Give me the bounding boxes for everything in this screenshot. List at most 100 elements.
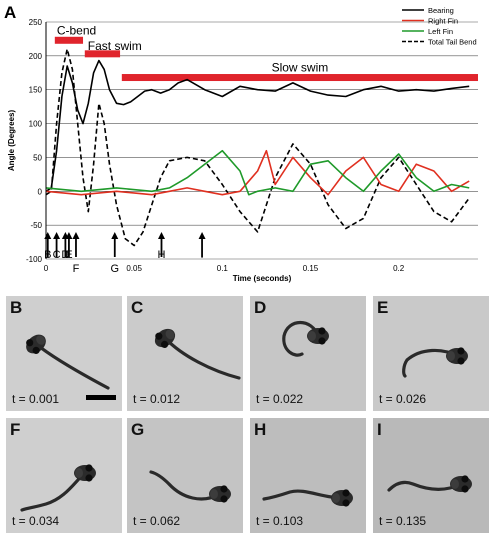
larva-tail <box>387 480 463 492</box>
marker-arrowhead <box>65 232 73 239</box>
frame-time: t = 0.062 <box>133 514 181 528</box>
scale-bar <box>86 395 116 400</box>
larva-head <box>209 485 231 503</box>
series-line-right-fin <box>45 149 470 196</box>
larva-eye <box>155 332 163 340</box>
larva-trunk <box>165 329 175 340</box>
y-tick-label: 0 <box>38 187 43 196</box>
x-tick-label: 0.05 <box>126 264 142 273</box>
marker-arrowhead <box>157 232 165 239</box>
larva-trunk <box>36 335 46 345</box>
legend-label: Right Fin <box>428 17 458 26</box>
frame-label: C <box>131 298 144 317</box>
series-line-bearing <box>45 59 470 192</box>
x-tick-label: 0.15 <box>303 264 319 273</box>
larva-eye <box>160 340 169 348</box>
larva-eye <box>318 337 326 345</box>
x-tick-label: 0.1 <box>217 264 229 273</box>
larva-tail <box>163 336 241 380</box>
larva-eye <box>457 357 465 365</box>
larva-eye <box>32 346 40 355</box>
x-tick-label: 0.2 <box>393 264 405 273</box>
marker-arrowhead <box>198 232 206 239</box>
frame-label: D <box>254 298 267 317</box>
larva-trunk <box>451 479 459 489</box>
larva-trunk <box>75 468 83 478</box>
larva-eye <box>461 475 469 483</box>
frame-label: B <box>10 298 23 317</box>
larva-eye <box>318 327 326 335</box>
phase-label: Slow swim <box>272 61 329 75</box>
larva-trunk <box>210 489 218 499</box>
frame-time: t = 0.012 <box>133 392 181 406</box>
larva-image <box>154 328 241 380</box>
chart-series <box>45 48 470 247</box>
larva-tail <box>34 342 110 390</box>
frame-label: H <box>254 420 267 439</box>
larva-image <box>262 489 353 507</box>
larva-tail <box>20 471 87 512</box>
larva-trunk <box>447 351 455 361</box>
larva-image <box>402 347 468 378</box>
marker-label: B <box>44 249 51 261</box>
marker-label: G <box>110 263 119 275</box>
larva-image <box>26 334 116 400</box>
larva-eye <box>457 347 465 355</box>
larva-image <box>20 464 96 512</box>
larva-tail <box>282 320 320 357</box>
phase-label: C-bend <box>57 23 96 37</box>
phase-bars: C-bend Fast swim Slow swim <box>54 23 479 82</box>
frame-label: E <box>377 298 389 317</box>
larva-head <box>307 327 329 345</box>
frame-markers: B C DEF G H I <box>44 232 206 275</box>
x-tick-label: 0 <box>44 264 49 273</box>
chart-grid <box>46 21 478 260</box>
marker-label: F <box>73 263 80 275</box>
larva-eye <box>26 339 34 347</box>
marker-arrowhead <box>72 232 80 239</box>
frame-label: G <box>131 420 145 439</box>
marker-label: I <box>201 249 204 261</box>
y-tick-label: 100 <box>29 120 43 129</box>
frame-label: F <box>10 420 21 439</box>
larva-head <box>446 347 468 365</box>
panel-a-label: A <box>4 3 16 22</box>
series-line-total-tail-bend <box>45 48 470 247</box>
larva-trunk <box>308 331 316 341</box>
frame-label: I <box>377 420 382 439</box>
marker-label: E <box>65 249 72 261</box>
y-tick-label: 200 <box>29 52 43 61</box>
legend-label: Bearing <box>428 6 454 15</box>
larva-tail <box>402 348 459 378</box>
larva-eye <box>85 474 93 482</box>
larva-tail <box>262 489 344 501</box>
larva-eye <box>220 485 228 493</box>
marker-arrowhead <box>44 232 52 239</box>
y-tick-label: -100 <box>26 255 43 264</box>
larva-image <box>282 320 329 357</box>
marker-label: D <box>61 249 69 261</box>
marker-arrowhead <box>53 232 61 239</box>
larva-image <box>387 475 472 493</box>
larva-head <box>331 489 353 507</box>
larva-eye <box>342 489 350 497</box>
larva-head <box>450 475 472 493</box>
y-tick-label: 150 <box>29 86 43 95</box>
larva-head <box>154 328 176 348</box>
phase-bar <box>84 50 121 58</box>
panel-a-chart: C-bend Fast swim Slow swim A 250 200 150 100 50… <box>4 3 479 283</box>
y-axis-label: Angle (Degrees) <box>7 109 16 171</box>
frame-time: t = 0.022 <box>256 392 304 406</box>
frame-time: t = 0.001 <box>12 392 60 406</box>
frame-time: t = 0.103 <box>256 514 304 528</box>
y-tick-label: 250 <box>29 18 43 27</box>
